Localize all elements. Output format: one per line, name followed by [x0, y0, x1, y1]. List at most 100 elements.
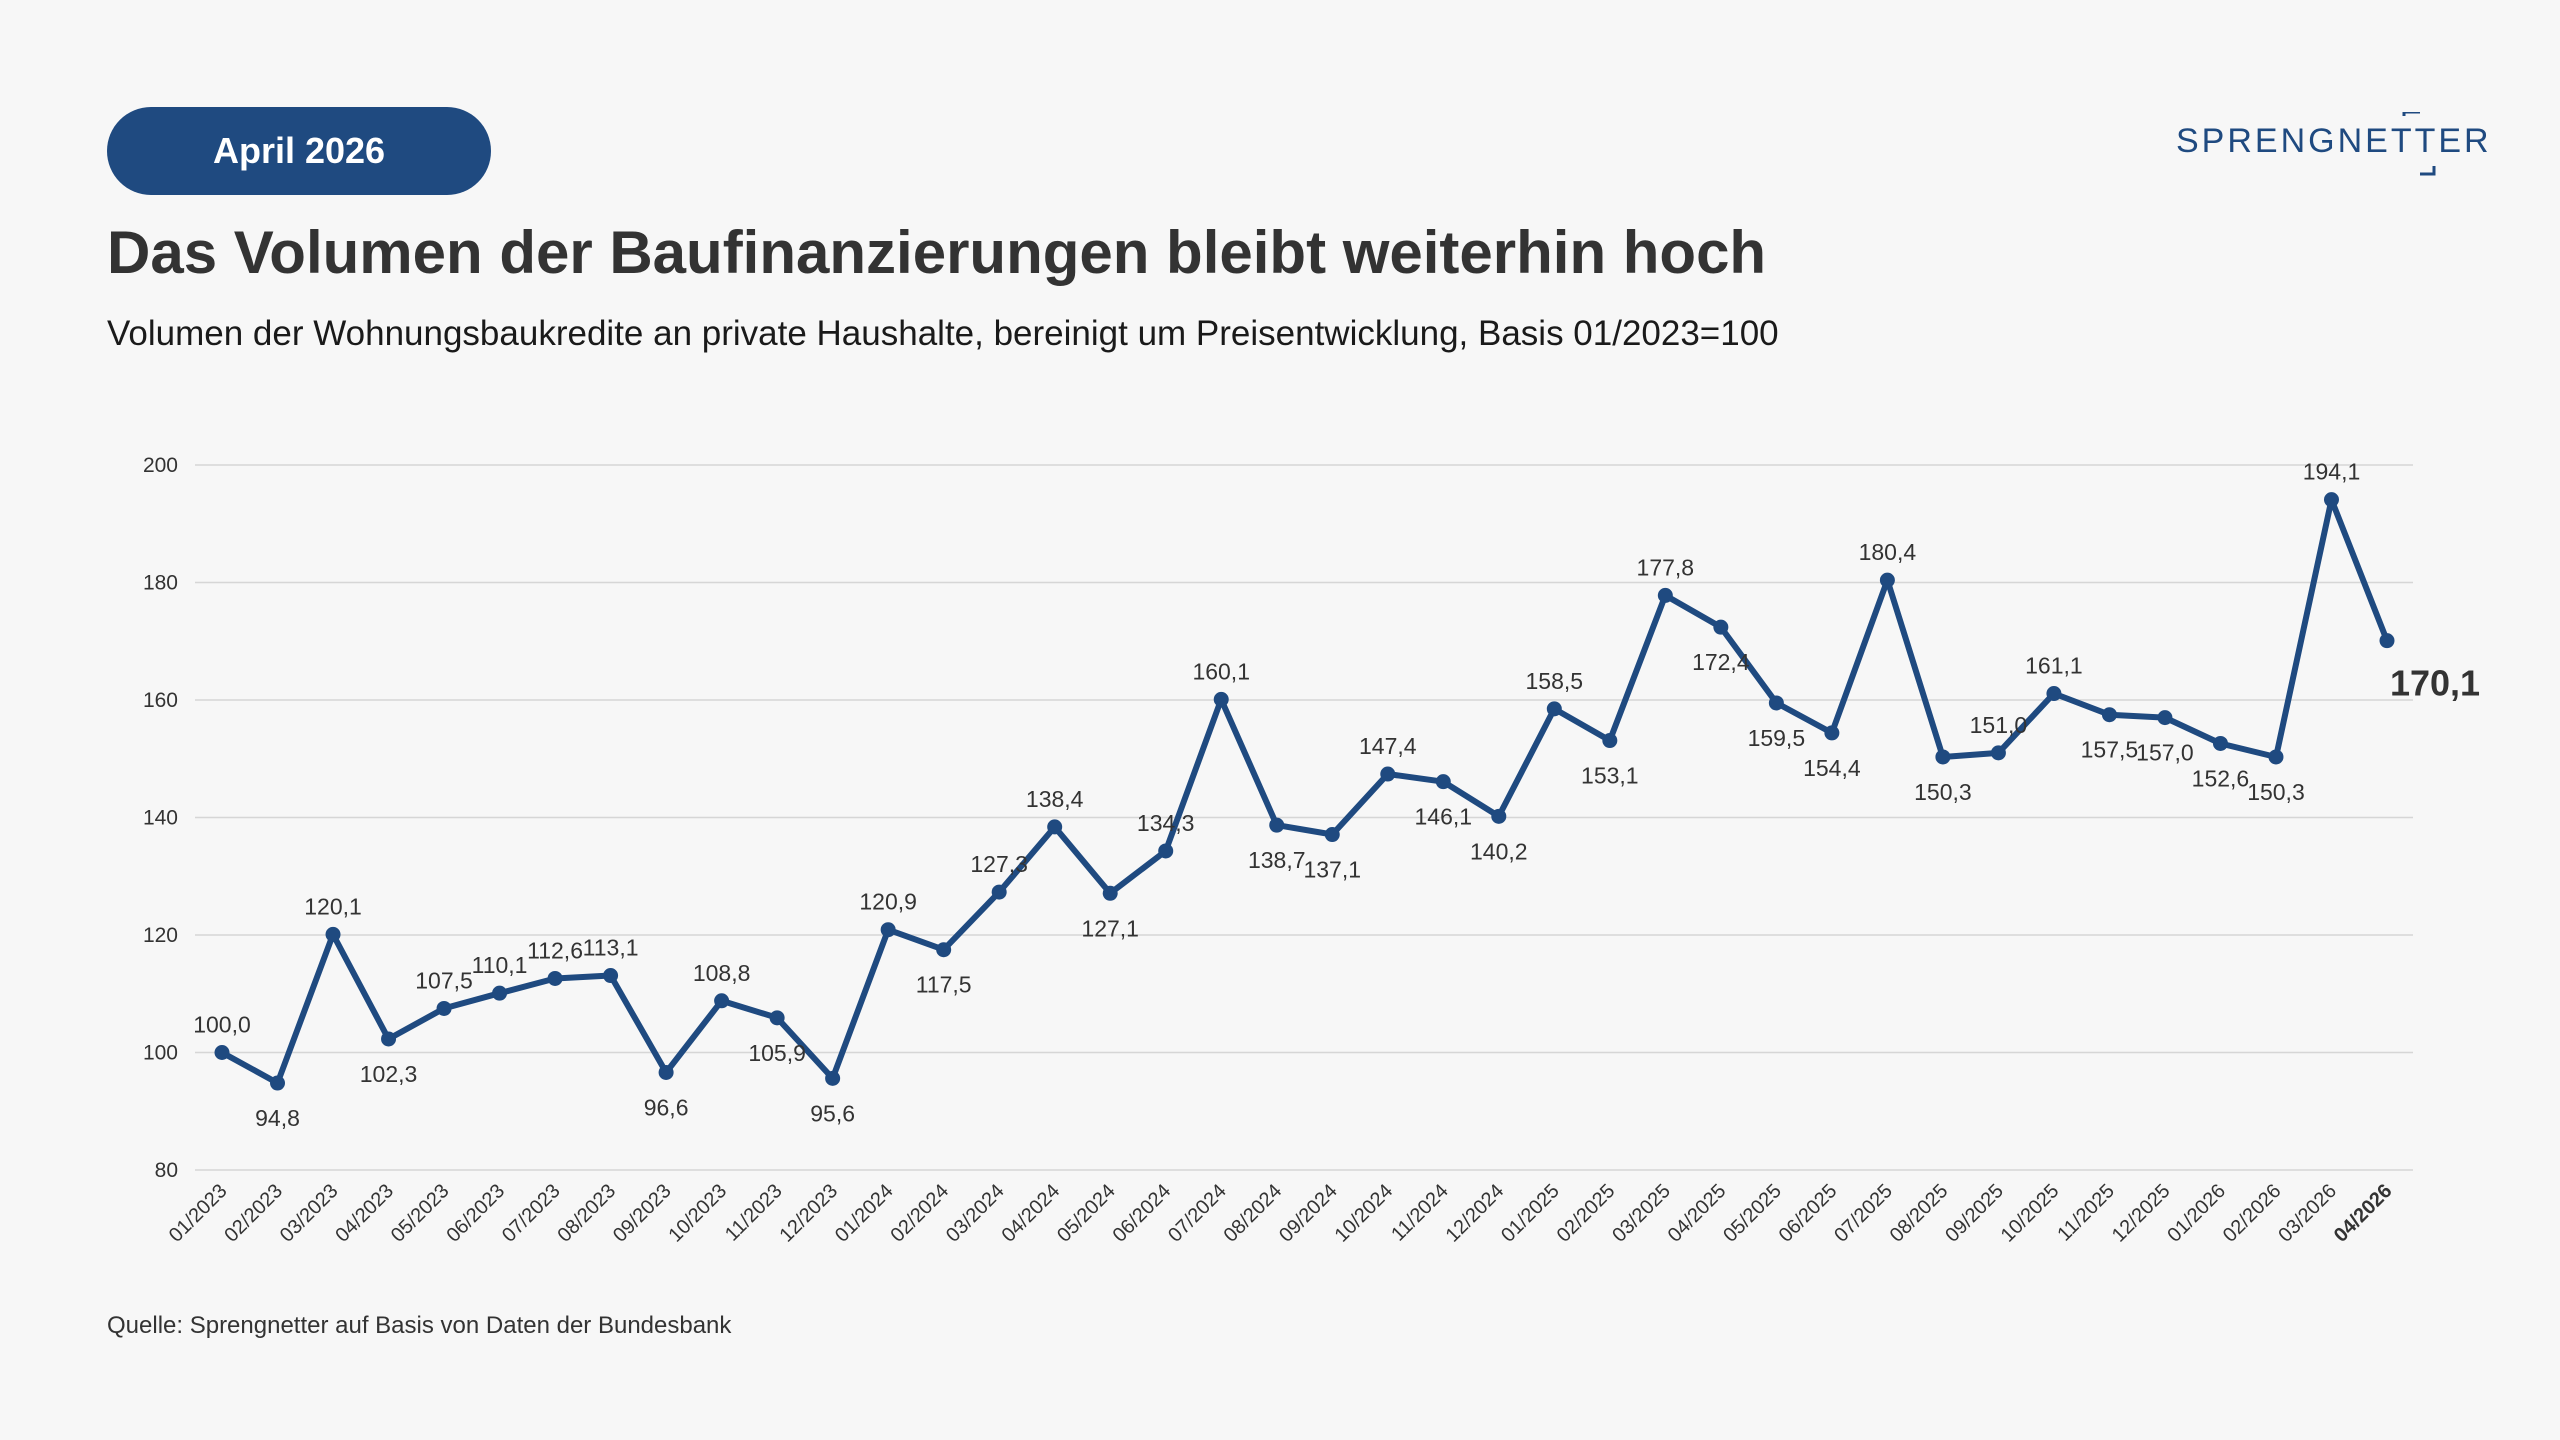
sprengnetter-logo: SPRENGNETTER [2176, 112, 2489, 182]
x-tick-label: 04/2025 [1664, 1180, 1731, 1247]
source-note: Quelle: Sprengnetter auf Basis von Daten… [107, 1312, 732, 1339]
data-point [991, 884, 1007, 900]
data-point [880, 922, 896, 938]
data-label: 102,3 [360, 1061, 418, 1087]
data-point [1990, 745, 2006, 761]
x-tick-label: 12/2025 [2108, 1180, 2175, 1247]
x-tick-label: 02/2024 [887, 1180, 954, 1247]
logo-text: SPRENGNETTER [2176, 122, 2492, 160]
x-tick-label: 11/2024 [1387, 1180, 1453, 1246]
data-label: 146,1 [1415, 804, 1473, 830]
data-label: 137,1 [1303, 857, 1361, 883]
data-point [2101, 707, 2117, 723]
x-tick-label: 08/2025 [1886, 1180, 1953, 1247]
logo-bracket-icon [2402, 112, 2436, 176]
x-tick-label: 02/2026 [2219, 1180, 2286, 1247]
data-label: 110,1 [472, 952, 528, 978]
date-badge: April 2026 [107, 107, 491, 195]
data-point [547, 970, 563, 986]
x-tick-label: 06/2023 [442, 1180, 509, 1247]
data-point [2212, 735, 2228, 751]
x-tick-label: 08/2024 [1220, 1180, 1287, 1247]
y-axis: 80 100 120 140 160 180 200 [143, 454, 178, 1182]
data-label: 153,1 [1581, 763, 1639, 789]
x-tick-label: 01/2025 [1497, 1180, 1564, 1247]
data-label: 150,3 [1914, 779, 1972, 805]
data-point [1102, 885, 1118, 901]
data-point [1768, 695, 1784, 711]
chart-series [214, 492, 2395, 1091]
data-label: 140,2 [1470, 838, 1528, 864]
data-point [1491, 808, 1507, 824]
data-label: 120,9 [859, 889, 917, 915]
x-tick-label: 01/2023 [165, 1180, 232, 1247]
x-tick-label: 09/2024 [1275, 1180, 1342, 1247]
series-line [219, 496, 2390, 1086]
x-tick-label: 03/2023 [276, 1180, 343, 1247]
data-label: 180,4 [1859, 539, 1917, 565]
data-point [1158, 843, 1174, 859]
x-tick-label: 11/2025 [2053, 1180, 2119, 1246]
page-title: Das Volumen der Baufinanzierungen bleibt… [107, 219, 1767, 286]
data-point [714, 993, 730, 1009]
x-tick-label: 12/2023 [775, 1180, 842, 1247]
data-point [214, 1045, 230, 1060]
data-label: 134,3 [1137, 810, 1195, 836]
x-tick-label: 08/2023 [553, 1180, 620, 1247]
data-point [1602, 733, 1618, 749]
data-point [1213, 691, 1229, 707]
page-subtitle: Volumen der Wohnungsbaukredite an privat… [107, 314, 1779, 353]
x-tick-label: 05/2025 [1719, 1180, 1786, 1247]
x-tick-label: 04/2024 [998, 1180, 1065, 1247]
data-point [1435, 774, 1451, 790]
data-point [381, 1031, 397, 1047]
x-tick-label: 03/2024 [942, 1180, 1009, 1247]
data-label: 120,1 [304, 893, 362, 919]
x-tick-label: 02/2023 [220, 1180, 287, 1247]
y-tick-label: 160 [143, 689, 178, 712]
data-label: 113,1 [583, 935, 639, 961]
data-point [1380, 766, 1396, 782]
data-point [325, 926, 341, 942]
data-point [1879, 572, 1895, 588]
y-tick-label: 180 [143, 572, 178, 595]
data-label: 157,5 [2081, 737, 2139, 763]
data-point [2268, 749, 2284, 765]
x-tick-label: 01/2026 [2163, 1180, 2230, 1247]
x-tick-label: 11/2023 [721, 1180, 787, 1246]
data-point [603, 968, 619, 984]
data-point [492, 985, 508, 1001]
data-point [1713, 619, 1729, 635]
x-tick-label: 04/2023 [331, 1180, 398, 1247]
x-tick-label: 12/2024 [1442, 1180, 1509, 1247]
data-label: 160,1 [1192, 658, 1250, 684]
data-point [2046, 686, 2062, 702]
y-tick-label: 200 [143, 454, 178, 477]
data-label: 138,7 [1248, 847, 1306, 873]
data-point [1657, 587, 1673, 603]
chart-grid [195, 464, 2413, 1171]
data-label: 117,5 [916, 972, 972, 998]
data-label: 154,4 [1803, 755, 1861, 781]
data-label: 147,4 [1359, 733, 1417, 759]
x-tick-label: 07/2025 [1830, 1180, 1897, 1247]
x-tick-label: 04/2026 [2330, 1180, 2397, 1247]
x-tick-label: 03/2026 [2274, 1180, 2341, 1247]
data-label: 95,6 [810, 1100, 855, 1126]
x-tick-label: 09/2025 [1941, 1180, 2008, 1247]
data-label: 94,8 [255, 1105, 300, 1131]
data-label: 172,4 [1692, 649, 1750, 675]
data-label: 194,1 [2303, 459, 2361, 485]
data-label: 107,5 [415, 967, 473, 993]
data-point [658, 1064, 674, 1080]
data-label: 96,6 [644, 1094, 689, 1120]
data-label: 108,8 [693, 960, 751, 986]
data-point [270, 1075, 286, 1091]
data-point [936, 942, 952, 958]
x-tick-label: 06/2024 [1109, 1180, 1176, 1247]
data-point [1546, 701, 1562, 717]
x-tick-label: 05/2024 [1053, 1180, 1120, 1247]
data-label: 161,1 [2025, 653, 2083, 679]
